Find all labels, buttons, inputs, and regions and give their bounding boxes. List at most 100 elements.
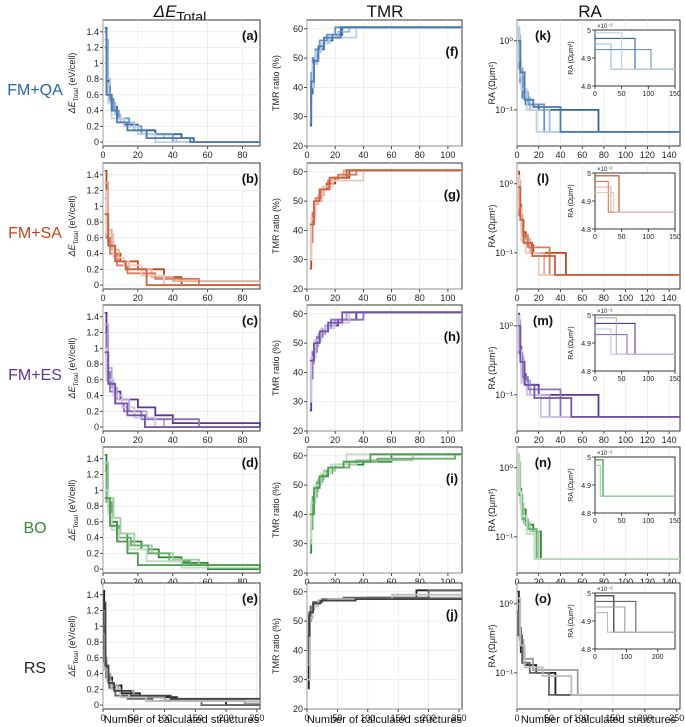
panel-c-ytick-label-5: 1 [94, 343, 99, 353]
panel-m-inset-ylabel: RA (Ωμm²) [568, 326, 575, 359]
panel-m-xtick-label-7: 140 [662, 435, 677, 445]
panel-k-label: (k) [535, 28, 551, 43]
panel-g-series-4 [309, 169, 462, 261]
panel-k-inset-ylabel: RA (Ωμm²) [568, 41, 575, 74]
panel-d-ytick-label-3: 0.6 [86, 517, 99, 527]
panel-k-inset-xtick-label-1: 50 [618, 91, 626, 98]
panel-d-xtick-label-1: 20 [133, 577, 143, 587]
panel-m-ytick-label-1: 10⁻¹ [495, 390, 513, 400]
panel-b-xtick-label-1: 20 [133, 293, 143, 303]
panel-c-ylabel: ΔETotal (eV/cell) [67, 338, 80, 400]
panel-f-xtick-label-5: 100 [440, 150, 455, 160]
panel-e-xtick-label-3: 150 [188, 713, 203, 723]
panel-b-series-3 [104, 197, 260, 286]
panel-k-inset-series-4 [595, 32, 675, 70]
panel-o-xtick-label-3: 150 [605, 713, 620, 723]
panel-j-xtick-label-4: 200 [421, 713, 436, 723]
panel-d-ytick-label-0: 0 [94, 564, 99, 574]
panel-d-ytick-label-5: 1 [94, 485, 99, 495]
panel-o-xtick-label-2: 100 [573, 713, 588, 723]
panel-m-ylabel: RA (Ωμm²) [487, 347, 497, 390]
panel-n-xtick-label-5: 100 [618, 577, 633, 587]
panel-h-xtick-label-2: 40 [358, 435, 368, 445]
panel-m-xtick-label-1: 20 [534, 435, 544, 445]
panel-k-xtick-label-1: 20 [534, 150, 544, 160]
panel-e-xtick-label-4: 200 [219, 713, 234, 723]
panel-k-inset-ytick-label-2: 5 [587, 28, 591, 35]
panel-o-inset-ytick-label-2: 5 [587, 591, 591, 598]
panel-f-ytick-label-4: 60 [293, 24, 303, 34]
panel-j-xtick-label-1: 50 [332, 713, 342, 723]
panel-d-series-5 [104, 497, 261, 570]
panel-g-ytick-label-0: 20 [293, 284, 303, 294]
panel-n-inset-ytick-label-0: 4.8 [581, 511, 591, 518]
panel-i-xtick-label-2: 40 [358, 577, 368, 587]
panel-g-xtick-label-1: 20 [330, 293, 340, 303]
panel-i-ytick-label-2: 40 [293, 509, 303, 519]
panel-l-inset-ytick-label-0: 4.8 [581, 227, 591, 234]
panel-n-xtick-label-7: 140 [662, 577, 677, 587]
panel-m-xtick-label-2: 40 [555, 435, 565, 445]
panel-a-ytick-label-4: 0.8 [86, 74, 99, 84]
panel-i-ytick-label-1: 30 [293, 539, 303, 549]
panel-a-xtick-label-2: 40 [168, 150, 178, 160]
panel-b-xtick-label-3: 60 [203, 293, 213, 303]
panel-d-ytick-label-4: 0.8 [86, 501, 99, 511]
panel-n-inset-frame [594, 456, 676, 514]
panel-h-series-4 [309, 311, 462, 403]
panel-h-xtick-label-5: 100 [440, 435, 455, 445]
panel-j-ytick-label-4: 60 [293, 587, 303, 597]
panel-e-ytick-label-7: 1.4 [86, 590, 99, 600]
panel-m-xtick-label-0: 0 [514, 435, 519, 445]
panel-e-ytick-label-2: 0.4 [86, 669, 99, 679]
panel-m-inset-series-4 [595, 328, 675, 355]
row-label-fm-es: FM+ES [8, 367, 62, 384]
panel-i-xtick-label-5: 100 [440, 577, 455, 587]
panel-l-inset-ylabel: RA (Ωμm²) [568, 184, 575, 217]
panel-b-ylabel: ΔETotal (eV/cell) [67, 196, 80, 258]
ra-column-header: RA [578, 2, 602, 21]
panel-a-ytick-label-6: 1.2 [86, 43, 99, 53]
panel-a-xtick-label-3: 60 [203, 150, 213, 160]
panel-e-ytick-label-1: 0.2 [86, 684, 99, 694]
panel-g-xtick-label-3: 60 [387, 293, 397, 303]
panel-m-ytick-label-0: 10⁰ [499, 321, 513, 331]
panel-h-label: (h) [444, 329, 461, 344]
panel-n-ytick-label-1: 10⁻¹ [495, 532, 513, 542]
panel-i-series-4 [309, 453, 462, 539]
panel-o-xlabel: Number of calculated structures [521, 714, 677, 726]
panel-m-inset-xtick-label-0: 0 [593, 376, 597, 383]
panel-e-label: (e) [242, 591, 258, 606]
panel-m-inset-xtick-label-1: 50 [618, 376, 626, 383]
panel-o-inset-series-4 [595, 612, 675, 633]
panel-j-ytick-label-3: 50 [293, 616, 303, 626]
panel-h-xtick-label-3: 60 [387, 435, 397, 445]
panel-g-xtick-label-4: 80 [415, 293, 425, 303]
panel-b-ytick-label-5: 1 [94, 201, 99, 211]
panel-l-ytick-label-0: 10⁰ [499, 179, 513, 189]
panel-i-xtick-label-1: 20 [330, 577, 340, 587]
panel-k-xtick-label-4: 80 [599, 150, 609, 160]
panel-l-xtick-label-2: 40 [555, 293, 565, 303]
panel-j-series-5 [308, 598, 462, 637]
panel-j-ytick-label-1: 30 [293, 675, 303, 685]
panel-l-xtick-label-6: 120 [640, 293, 655, 303]
panel-m-inset-xtick-label-2: 100 [642, 376, 654, 383]
panel-b-ytick-label-6: 1.2 [86, 186, 99, 196]
panel-j-xtick-label-0: 0 [304, 713, 309, 723]
panel-b-xtick-label-2: 40 [168, 293, 178, 303]
panel-b-ytick-label-1: 0.2 [86, 264, 99, 274]
panel-l-xtick-label-5: 100 [618, 293, 633, 303]
panel-g-ytick-label-3: 50 [293, 196, 303, 206]
panel-b-xtick-label-4: 80 [238, 293, 248, 303]
panel-j-ytick-label-2: 40 [293, 645, 303, 655]
panel-n-inset-ylabel: RA (Ωμm²) [568, 468, 575, 501]
panel-b-ytick-label-7: 1.4 [86, 170, 99, 180]
panel-b-series-5 [104, 213, 260, 286]
panel-j-xlabel: Number of calculated structures [307, 714, 463, 726]
panel-g-ytick-label-4: 60 [293, 167, 303, 177]
panel-i-series-5 [309, 453, 462, 516]
panel-c-ytick-label-2: 0.4 [86, 391, 99, 401]
panel-d-ytick-label-7: 1.4 [86, 454, 99, 464]
panel-l-xtick-label-1: 20 [534, 293, 544, 303]
